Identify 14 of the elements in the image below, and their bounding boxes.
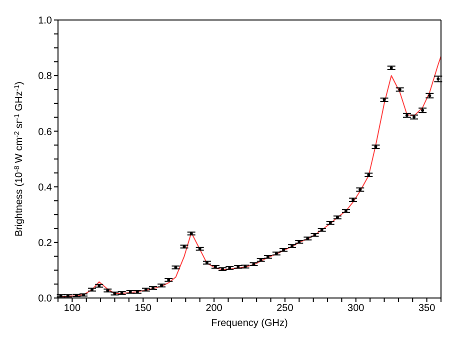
x-tick-label: 100 — [64, 303, 81, 314]
x-tick-label: 350 — [418, 303, 436, 314]
x-tick-label: 200 — [206, 303, 223, 314]
x-tick-label: 250 — [276, 303, 294, 314]
y-tick-label: 0.8 — [38, 71, 52, 82]
x-axis-title: Frequency (GHz) — [211, 318, 288, 329]
x-tick-label: 300 — [348, 303, 365, 314]
x-tick-label: 150 — [134, 303, 152, 314]
y-tick-label: 0.0 — [38, 294, 52, 305]
y-tick-label: 0.4 — [38, 182, 52, 194]
y-tick-label: 1.0 — [38, 16, 52, 27]
y-tick-label: 0.6 — [38, 126, 52, 138]
line-series — [60, 56, 441, 298]
y-tick-label: 0.2 — [38, 238, 52, 249]
